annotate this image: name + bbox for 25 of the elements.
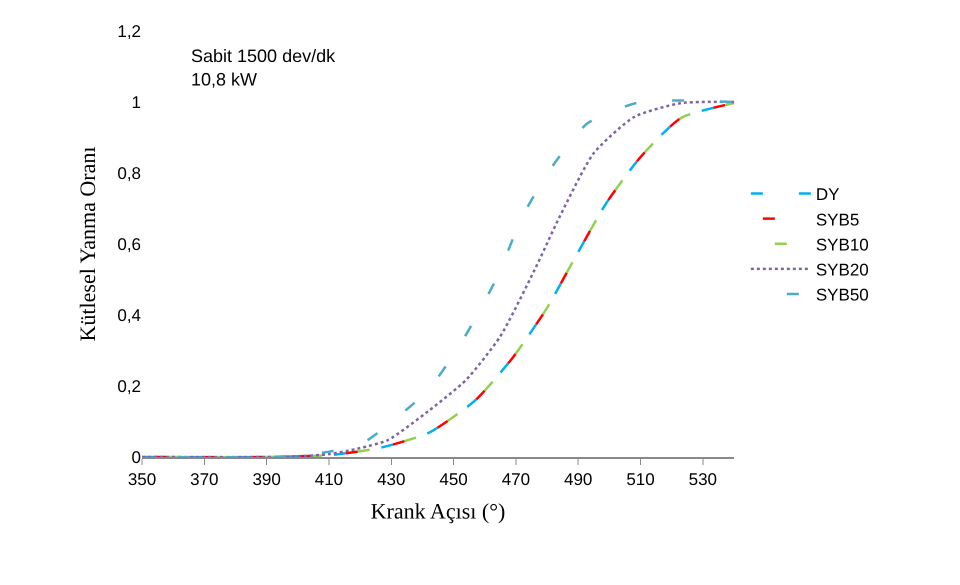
y-tick-label: 1,2 [117, 22, 141, 41]
x-tick-label: 390 [252, 470, 281, 490]
x-tick-label: 450 [439, 470, 468, 490]
legend-label: SYB5 [816, 210, 860, 230]
legend-label: SYB50 [816, 286, 869, 305]
x-tick-label: 410 [314, 470, 344, 490]
legend-label: DY [816, 185, 840, 204]
x-tick-label: 350 [128, 470, 156, 490]
y-tick-label: 0,8 [117, 164, 141, 183]
y-tick-label: 0,6 [117, 234, 141, 254]
x-tick-label: 470 [502, 470, 530, 490]
x-tick-label: 430 [377, 470, 406, 490]
y-tick-label: 0,4 [117, 306, 141, 325]
x-tick-label: 370 [190, 470, 219, 490]
legend-label: SYB10 [816, 235, 869, 254]
y-tick-label: 0 [132, 448, 141, 467]
y-tick-label: 0,2 [117, 376, 141, 396]
y-axis-title: Kütlesel Yanma Oranı [75, 146, 100, 342]
legend-label: SYB20 [816, 260, 869, 280]
annotation: Sabit 1500 dev/dk 10,8 kW [191, 46, 336, 90]
x-axis-title: Krank Açısı (°) [370, 498, 506, 524]
x-tick-label: 510 [626, 470, 655, 490]
y-tick-label: 1 [132, 92, 141, 112]
x-tick-label: 530 [688, 470, 718, 490]
x-tick-label: 490 [564, 470, 592, 490]
